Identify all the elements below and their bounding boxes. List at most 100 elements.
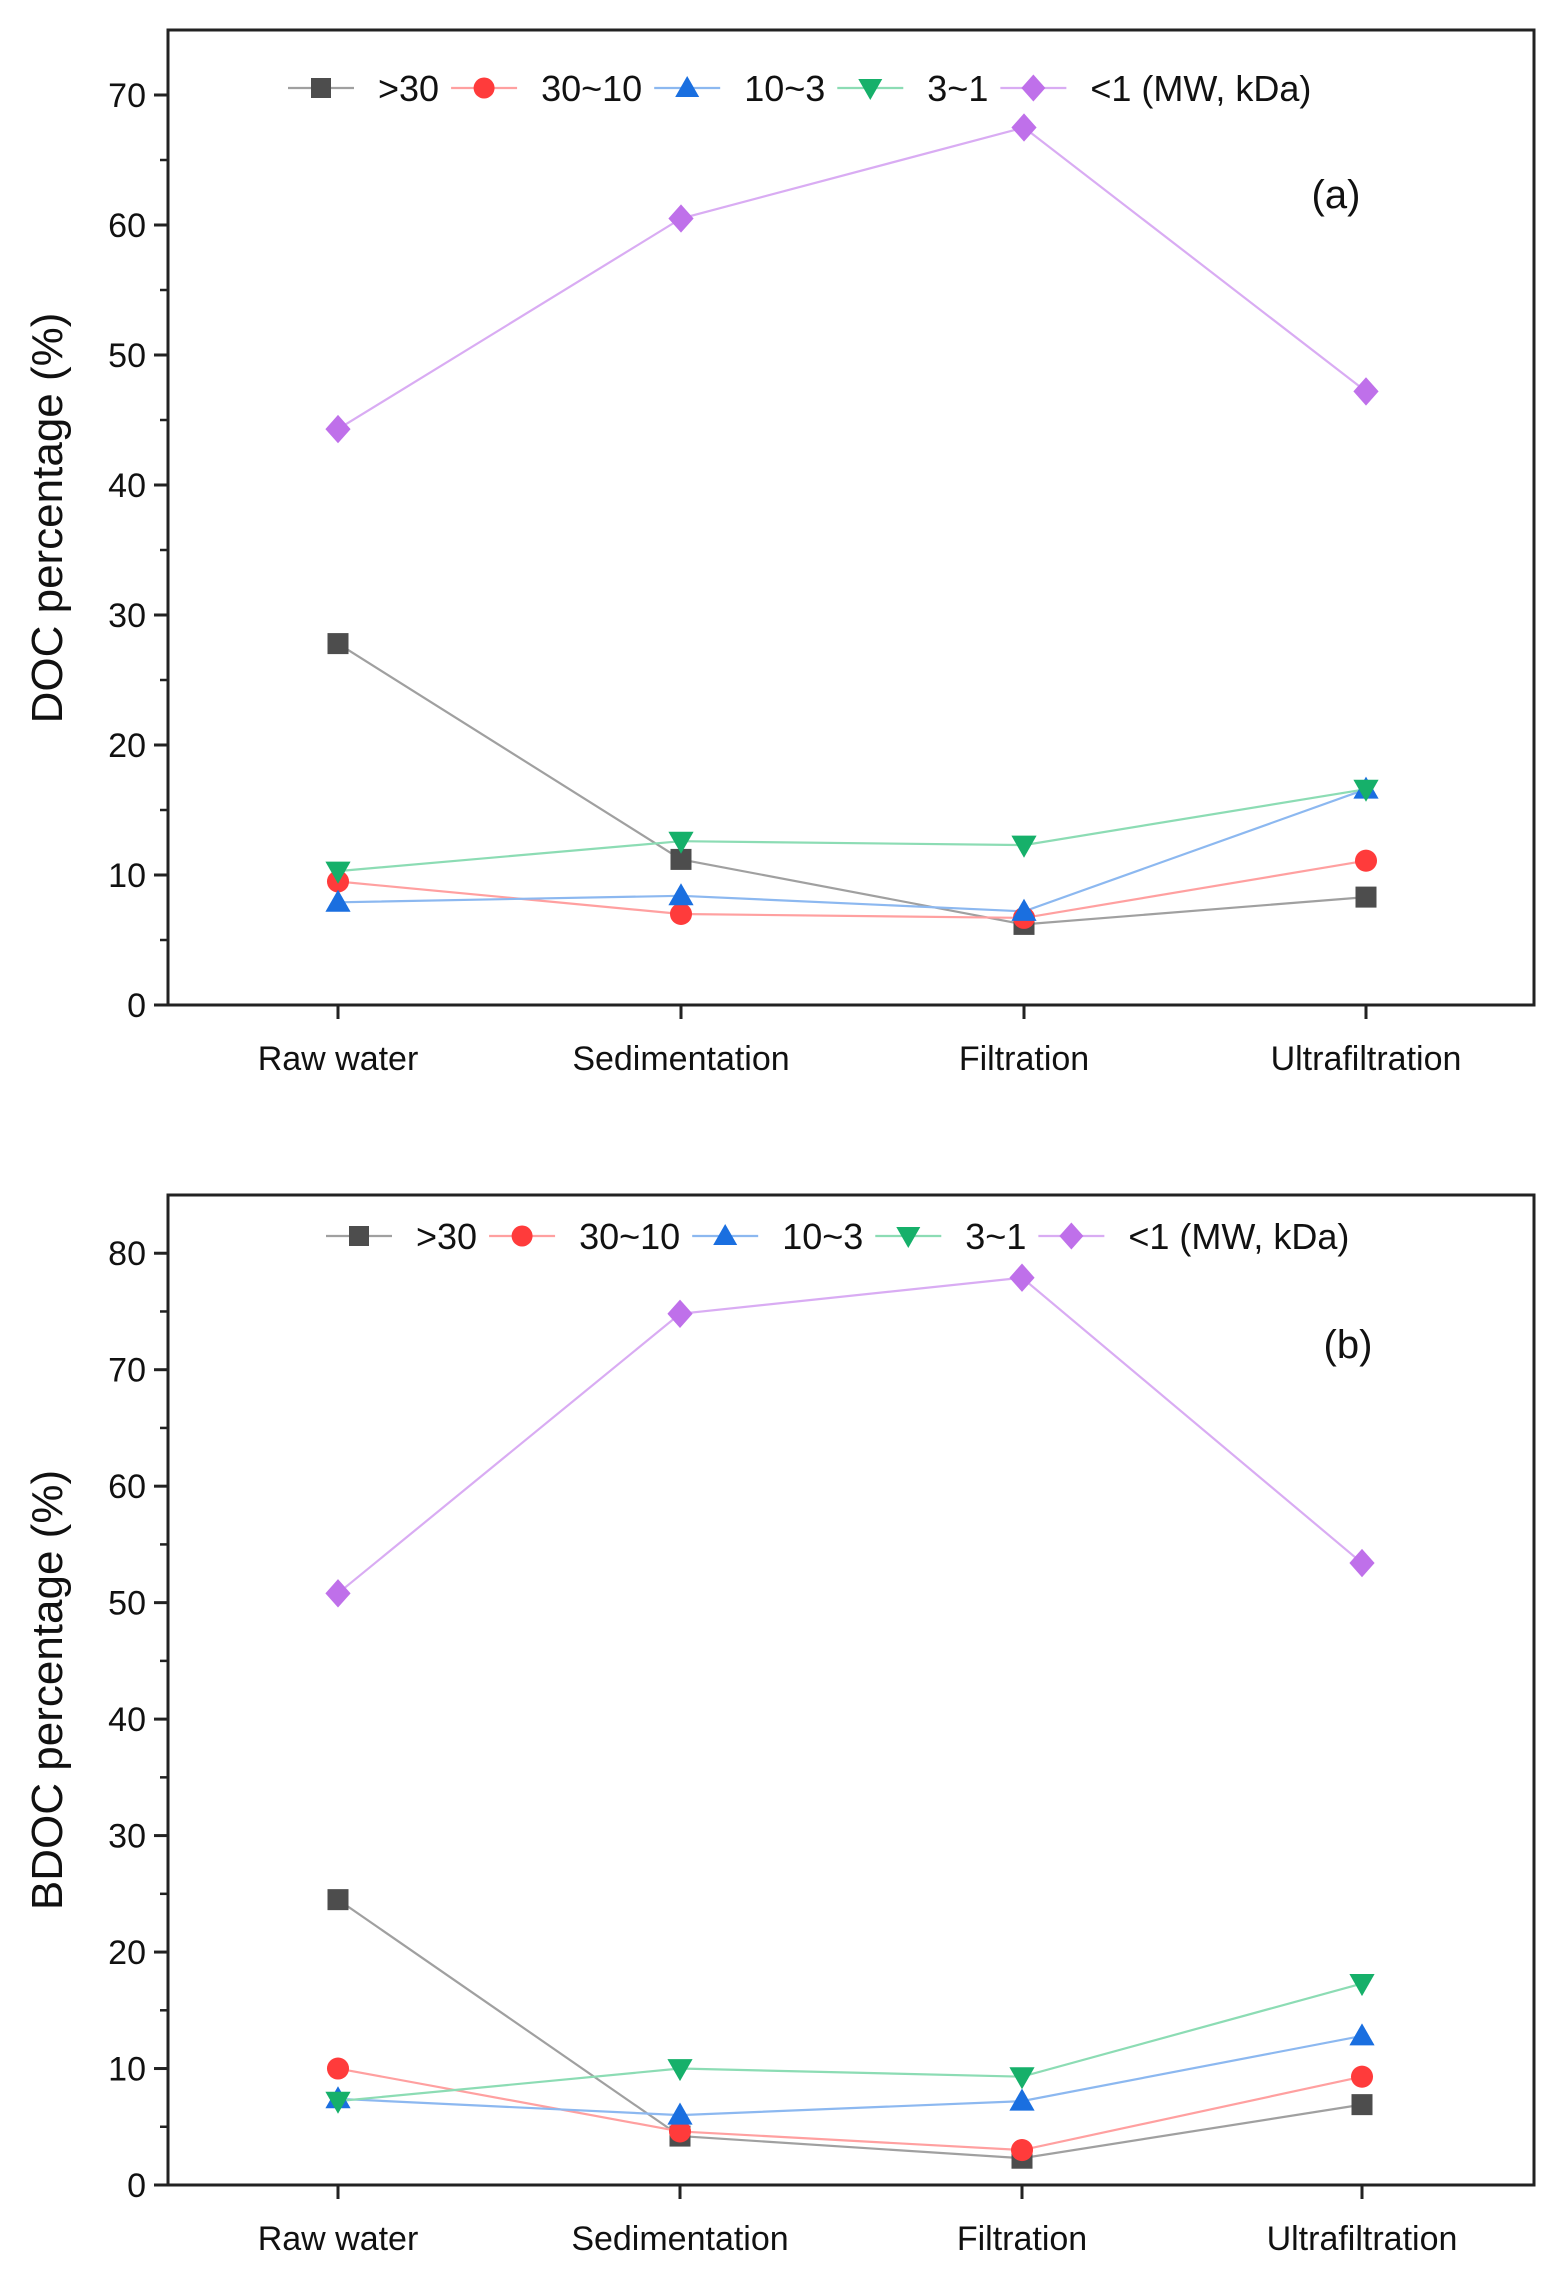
legend-label: >30: [416, 1216, 477, 1257]
y-tick-label: 70: [108, 1352, 146, 1390]
data-point: [326, 2057, 350, 2080]
data-point: [667, 1299, 693, 1328]
data-point: [1011, 113, 1037, 142]
data-point: [668, 883, 694, 906]
x-tick-label: Raw water: [258, 1040, 419, 1078]
legend-a: >30 30~10 10~3 3~1 <1 (MW, kDa): [288, 68, 1311, 109]
data-point: [1009, 2088, 1035, 2111]
data-point: [1010, 2139, 1034, 2162]
legend-label: <1 (MW, kDa): [1128, 1216, 1349, 1257]
legend-marker: [311, 78, 331, 98]
data-point: [325, 2091, 351, 2114]
data-point: [325, 889, 351, 912]
data-point: [325, 861, 351, 884]
y-tick-label: 40: [108, 1701, 146, 1739]
data-point: [667, 2059, 693, 2082]
legend-marker: [713, 1224, 738, 1245]
data-point: [1349, 1548, 1375, 1578]
y-tick-label: 0: [127, 987, 146, 1025]
data-point: [325, 1579, 351, 1608]
data-point: [668, 204, 694, 233]
x-tick-label: Filtration: [959, 1040, 1089, 1078]
legend-label: 3~1: [965, 1216, 1026, 1257]
data-point: [1009, 1263, 1035, 1292]
legend-label: 30~10: [541, 68, 642, 109]
legend-marker: [858, 79, 883, 100]
panel-a: 0 10 20 30 40 50 60 70 Raw water Sedimentation Fi…: [23, 28, 1536, 1078]
series-markers-a: [325, 113, 1379, 935]
legend-b: >30 30~10 10~3 3~1 <1 (MW, kDa): [326, 1216, 1349, 1257]
legend-marker: [1021, 74, 1046, 102]
y-tick-label: 10: [108, 2051, 146, 2089]
y-tick-label: 0: [127, 2167, 146, 2205]
y-tick-label: 80: [108, 1235, 146, 1273]
series-line: [337, 788, 1367, 873]
panel-b: 0 10 20 30 40 50 60 70 80 Raw water Sedimentation…: [23, 1193, 1536, 2258]
y-tick-label: 20: [108, 727, 146, 765]
data-point: [1353, 779, 1379, 802]
y-tick-label: 70: [108, 77, 146, 115]
data-point: [1009, 2067, 1035, 2090]
x-tick-label: Sedimentation: [572, 1040, 789, 1078]
legend-marker: [1059, 1222, 1084, 1250]
y-tick-label: 10: [108, 857, 146, 895]
legend-marker: [896, 1227, 921, 1248]
series-markers-b: [325, 1263, 1375, 2169]
data-point: [327, 633, 349, 655]
series-line: [337, 859, 1367, 920]
data-point: [1353, 377, 1379, 406]
series-line: [337, 1276, 1363, 1595]
data-point: [325, 414, 351, 444]
x-axis-b: Raw water Sedimentation Filtration Ultrafil…: [258, 2185, 1458, 2258]
legend-label: 10~3: [744, 68, 825, 109]
data-point: [1349, 2023, 1375, 2046]
legend-marker: [675, 76, 700, 97]
series-line: [337, 1982, 1363, 2103]
legend-marker: [511, 1225, 533, 1247]
y-tick-label: 30: [108, 1818, 146, 1856]
series-line: [337, 126, 1367, 431]
legend-label: >30: [378, 68, 439, 109]
x-tick-label: Ultrafiltration: [1271, 1040, 1462, 1078]
legend-label: 10~3: [782, 1216, 863, 1257]
series-lines-a: [337, 126, 1367, 926]
series-line: [337, 642, 1367, 926]
plot-frame-a: [166, 28, 1536, 1007]
series-lines-b: [337, 1276, 1363, 2160]
data-point: [669, 902, 693, 926]
x-tick-label: Raw water: [258, 2220, 419, 2258]
series-line: [337, 1898, 1363, 2160]
y-axis-ticks-b: 0 10 20 30 40 50 60 70 80: [108, 1235, 168, 2205]
y-tick-label: 30: [108, 597, 146, 635]
legend-marker: [473, 77, 495, 99]
x-tick-label: Sedimentation: [571, 2220, 788, 2258]
data-point: [327, 1889, 349, 1911]
data-point: [668, 831, 694, 854]
data-point: [1354, 849, 1378, 872]
legend-label: <1 (MW, kDa): [1090, 68, 1311, 109]
y-axis-ticks-a: 0 10 20 30 40 50 60 70: [108, 77, 168, 1025]
panel-label-a: (a): [1312, 173, 1361, 217]
y-tick-label: 20: [108, 1934, 146, 1972]
legend-marker: [349, 1226, 369, 1246]
data-point: [667, 2102, 693, 2125]
y-tick-label: 40: [108, 467, 146, 505]
data-point: [1351, 2094, 1373, 2116]
y-tick-label: 50: [108, 337, 146, 375]
x-tick-label: Filtration: [957, 2220, 1087, 2258]
panel-label-b: (b): [1324, 1323, 1373, 1367]
data-point: [1355, 886, 1377, 908]
data-point: [1011, 835, 1037, 858]
y-tick-label: 50: [108, 1585, 146, 1623]
plot-frame-b: [166, 1193, 1536, 2187]
data-point: [1350, 2065, 1374, 2088]
data-point: [670, 848, 692, 870]
data-point: [1349, 1974, 1375, 1997]
series-line: [337, 2034, 1363, 2117]
data-point: [668, 2120, 692, 2143]
x-tick-label: Ultrafiltration: [1267, 2220, 1458, 2258]
legend-label: 30~10: [579, 1216, 680, 1257]
legend-label: 3~1: [927, 68, 988, 109]
y-axis-title-a: DOC percentage (%): [23, 313, 72, 724]
y-axis-title-b: BDOC percentage (%): [23, 1470, 72, 1910]
